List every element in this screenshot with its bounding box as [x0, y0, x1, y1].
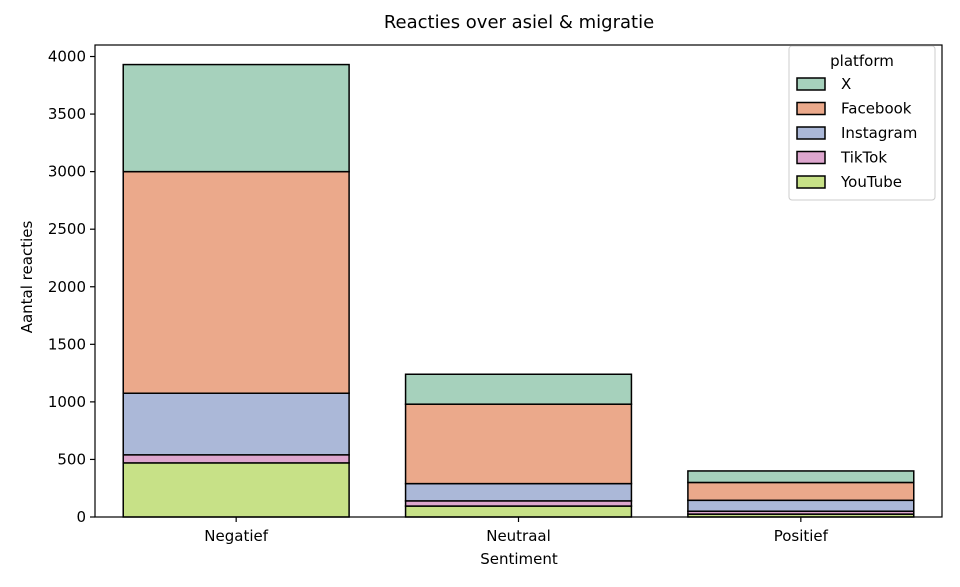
y-tick-label: 1500 — [48, 335, 86, 353]
legend-swatch-tiktok — [796, 150, 826, 165]
bar-neutraal-facebook — [404, 403, 633, 485]
bar-positief-x — [687, 470, 915, 484]
y-axis-label: Aantal reacties — [18, 221, 36, 334]
legend-label-youtube: YouTube — [840, 173, 902, 191]
bar-positief-instagram — [687, 499, 915, 512]
bar-negatief-tiktok — [122, 454, 350, 464]
x-tick-label: Neutraal — [486, 527, 551, 545]
y-tick-label: 4000 — [48, 48, 86, 66]
y-tick-label: 2500 — [48, 220, 86, 238]
x-axis-label: Sentiment — [480, 550, 558, 568]
legend-swatch-x — [796, 77, 826, 91]
bar-positief-facebook — [687, 481, 915, 502]
x-axis: Negatief Neutraal Positief — [204, 517, 829, 545]
bars-group — [122, 63, 915, 518]
y-tick-label: 2000 — [48, 278, 86, 296]
bar-negatief-x — [122, 63, 350, 173]
x-tick-label: Positief — [774, 527, 829, 545]
y-tick-label: 1000 — [48, 393, 86, 411]
legend-label-facebook: Facebook — [841, 100, 912, 118]
y-tick-label: 0 — [76, 508, 86, 526]
bar-neutraal-tiktok — [404, 500, 633, 507]
plot-frame — [94, 44, 943, 518]
bar-negatief-youtube — [122, 462, 350, 518]
legend-label-tiktok: TikTok — [840, 149, 887, 167]
bar-neutraal-x — [404, 373, 633, 405]
legend-label-x: X — [841, 75, 851, 93]
chart-title: Reacties over asiel & migratie — [384, 12, 654, 33]
legend-title: platform — [830, 52, 894, 70]
legend-swatch-instagram — [796, 126, 826, 140]
y-tick-label: 3000 — [48, 163, 86, 181]
y-tick-label: 3500 — [48, 105, 86, 123]
legend-swatch-facebook — [796, 101, 826, 116]
y-tick-label: 500 — [57, 450, 86, 468]
bar-neutraal-youtube — [404, 505, 633, 518]
bar-negatief-instagram — [122, 392, 350, 456]
legend-swatch-youtube — [796, 175, 826, 189]
legend: platform X Facebook Instagram TikTok YouTube — [788, 45, 936, 201]
x-tick-label: Negatief — [204, 527, 268, 545]
bar-neutraal-instagram — [404, 482, 633, 502]
y-axis: 0 500 1000 1500 2000 2500 3000 3500 4000 — [48, 48, 95, 526]
legend-label-instagram: Instagram — [841, 124, 917, 142]
bar-negatief-facebook — [122, 170, 350, 394]
